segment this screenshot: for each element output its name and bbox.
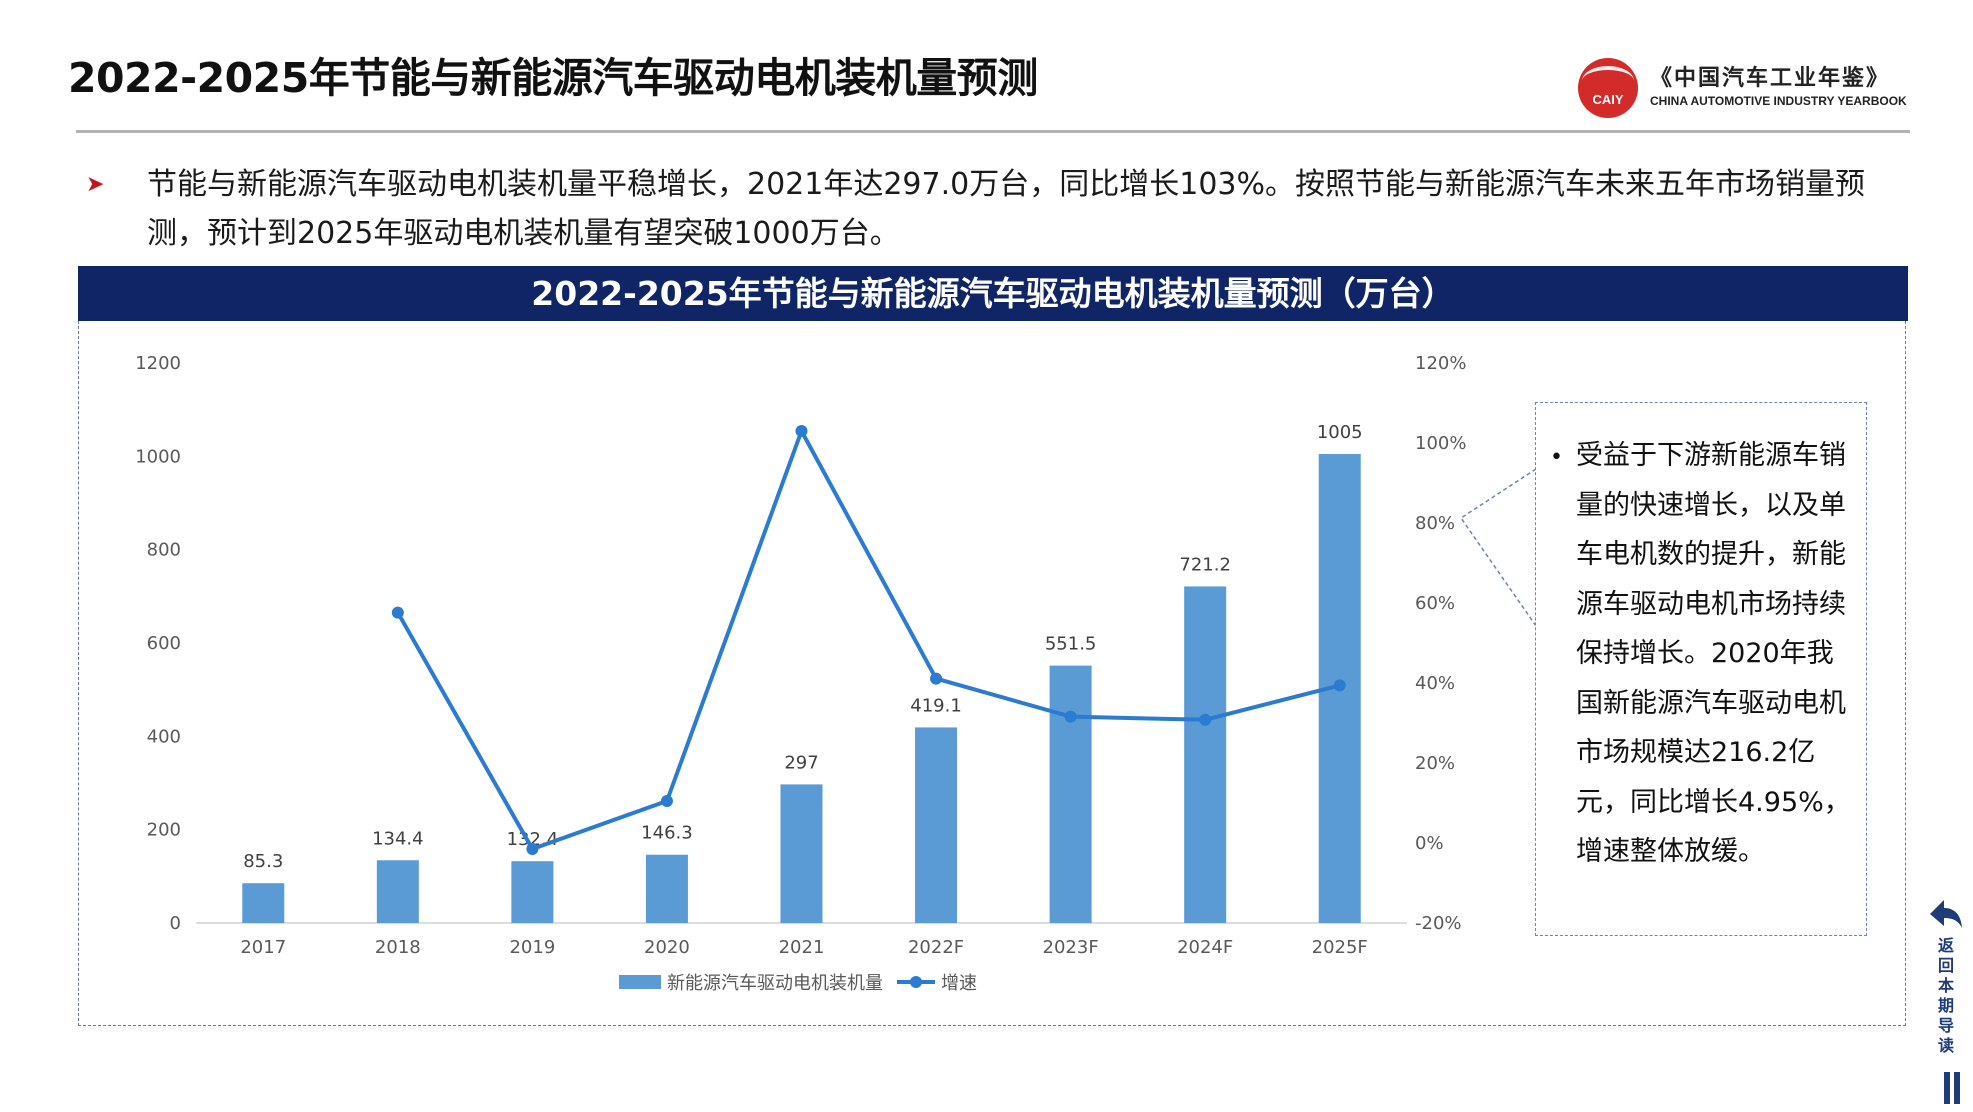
- growth-line: [396, 429, 1341, 851]
- bar: [376, 860, 419, 923]
- y-right-tick-label: -20%: [1415, 913, 1462, 934]
- growth-point: [930, 672, 943, 685]
- arrow-bullet-icon: ➤: [86, 172, 105, 197]
- logo-english-name: CHINA AUTOMOTIVE INDUSTRY YEARBOOK: [1650, 94, 1907, 108]
- growth-point: [1064, 710, 1077, 723]
- back-arrow-icon: [1930, 900, 1962, 928]
- x-tick-label: 2022F: [908, 937, 964, 958]
- y-right-tick-label: 60%: [1415, 593, 1455, 614]
- x-tick-label: 2017: [240, 937, 286, 958]
- bar: [242, 883, 285, 923]
- logo-swoosh-icon: [1582, 66, 1634, 96]
- legend-bar-label: 新能源汽车驱动电机装机量: [667, 973, 883, 994]
- callout-pointer: [1459, 468, 1537, 627]
- y-left-tick-label: 1000: [135, 446, 181, 467]
- growth-point: [795, 425, 808, 437]
- x-tick-label: 2019: [509, 937, 555, 958]
- x-tick-label: 2024F: [1177, 937, 1233, 958]
- x-tick-label: 2021: [779, 937, 825, 958]
- bar: [1049, 665, 1092, 923]
- back-to-contents-label: 返回本期导读: [1937, 936, 1954, 1055]
- page-title: 2022-2025年节能与新能源汽车驱动电机装机量预测: [68, 54, 1038, 102]
- chart-frame: 0 200 400 600 800 1000 1200 -20% 0% 20% 40% 60% 80% 1…: [78, 321, 1906, 1026]
- legend-bar-swatch: [619, 975, 661, 989]
- back-to-contents-button[interactable]: 返回本期导读: [1926, 892, 1966, 1112]
- growth-point: [1333, 679, 1346, 692]
- y-left-tick-label: 800: [147, 540, 181, 561]
- x-tick-label: 2020: [644, 937, 690, 958]
- y-right-tick-label: 0%: [1415, 833, 1444, 854]
- bar-value-label: 297: [784, 752, 818, 773]
- bar: [780, 784, 823, 923]
- y-right-tick-label: 120%: [1415, 353, 1466, 374]
- x-tick-label: 2018: [375, 937, 421, 958]
- bar: [915, 727, 958, 923]
- y-left-tick-label: 400: [147, 726, 181, 747]
- callout-box: • 受益于下游新能源车销量的快速增长，以及单车电机数的提升，新能源车驱动电机市场…: [1535, 402, 1867, 936]
- y-right-tick-label: 40%: [1415, 673, 1455, 694]
- bar-value-label: 1005: [1317, 422, 1363, 443]
- title-divider: [76, 130, 1910, 133]
- chart-svg: 0 200 400 600 800 1000 1200 -20% 0% 20% 40% 60% 80% 1…: [135, 353, 1537, 994]
- x-tick-label: 2023F: [1043, 937, 1099, 958]
- y-right-tick-label: 80%: [1415, 513, 1455, 534]
- bar-value-label: 551.5: [1045, 634, 1097, 655]
- bar: [511, 861, 554, 923]
- summary-text: 节能与新能源汽车驱动电机装机量平稳增长，2021年达297.0万台，同比增长10…: [147, 167, 1865, 251]
- y-left-tick-label: 1200: [135, 353, 181, 374]
- logo-emblem: CAIY: [1578, 58, 1638, 118]
- bar-value-label: 146.3: [641, 823, 693, 844]
- chart-title: 2022-2025年节能与新能源汽车驱动电机装机量预测（万台）: [78, 266, 1908, 321]
- x-tick-label: 2025F: [1312, 937, 1368, 958]
- caiy-logo: CAIY 《中国汽车工业年鉴》 CHINA AUTOMOTIVE INDUSTR…: [1578, 56, 1908, 122]
- bar: [645, 854, 688, 923]
- logo-chinese-name: 《中国汽车工业年鉴》: [1650, 66, 1891, 91]
- bar-value-label: 85.3: [243, 851, 283, 872]
- y-left-tick-label: 200: [147, 820, 181, 841]
- logo-mark: CAIY: [1592, 92, 1624, 107]
- bar-value-label: 419.1: [910, 695, 962, 716]
- bar-value-label: 721.2: [1179, 554, 1231, 575]
- y-right-tick-label: 20%: [1415, 753, 1455, 774]
- callout-text: 受益于下游新能源车销量的快速增长，以及单车电机数的提升，新能源车驱动电机市场持续…: [1576, 440, 1851, 867]
- legend-line-label: 增速: [941, 973, 977, 994]
- y-left-tick-label: 0: [170, 913, 181, 934]
- growth-point: [391, 606, 404, 619]
- legend-line-marker: [910, 976, 922, 988]
- bullet-dot-icon: •: [1550, 445, 1563, 470]
- bar-value-label: 134.4: [372, 828, 424, 849]
- page-indicator-icon: [1944, 1072, 1962, 1104]
- growth-point: [1199, 713, 1212, 726]
- growth-point: [660, 795, 673, 807]
- y-right-tick-label: 100%: [1415, 433, 1466, 454]
- growth-point: [526, 843, 539, 855]
- bar: [1184, 586, 1227, 923]
- y-left-tick-label: 600: [147, 633, 181, 654]
